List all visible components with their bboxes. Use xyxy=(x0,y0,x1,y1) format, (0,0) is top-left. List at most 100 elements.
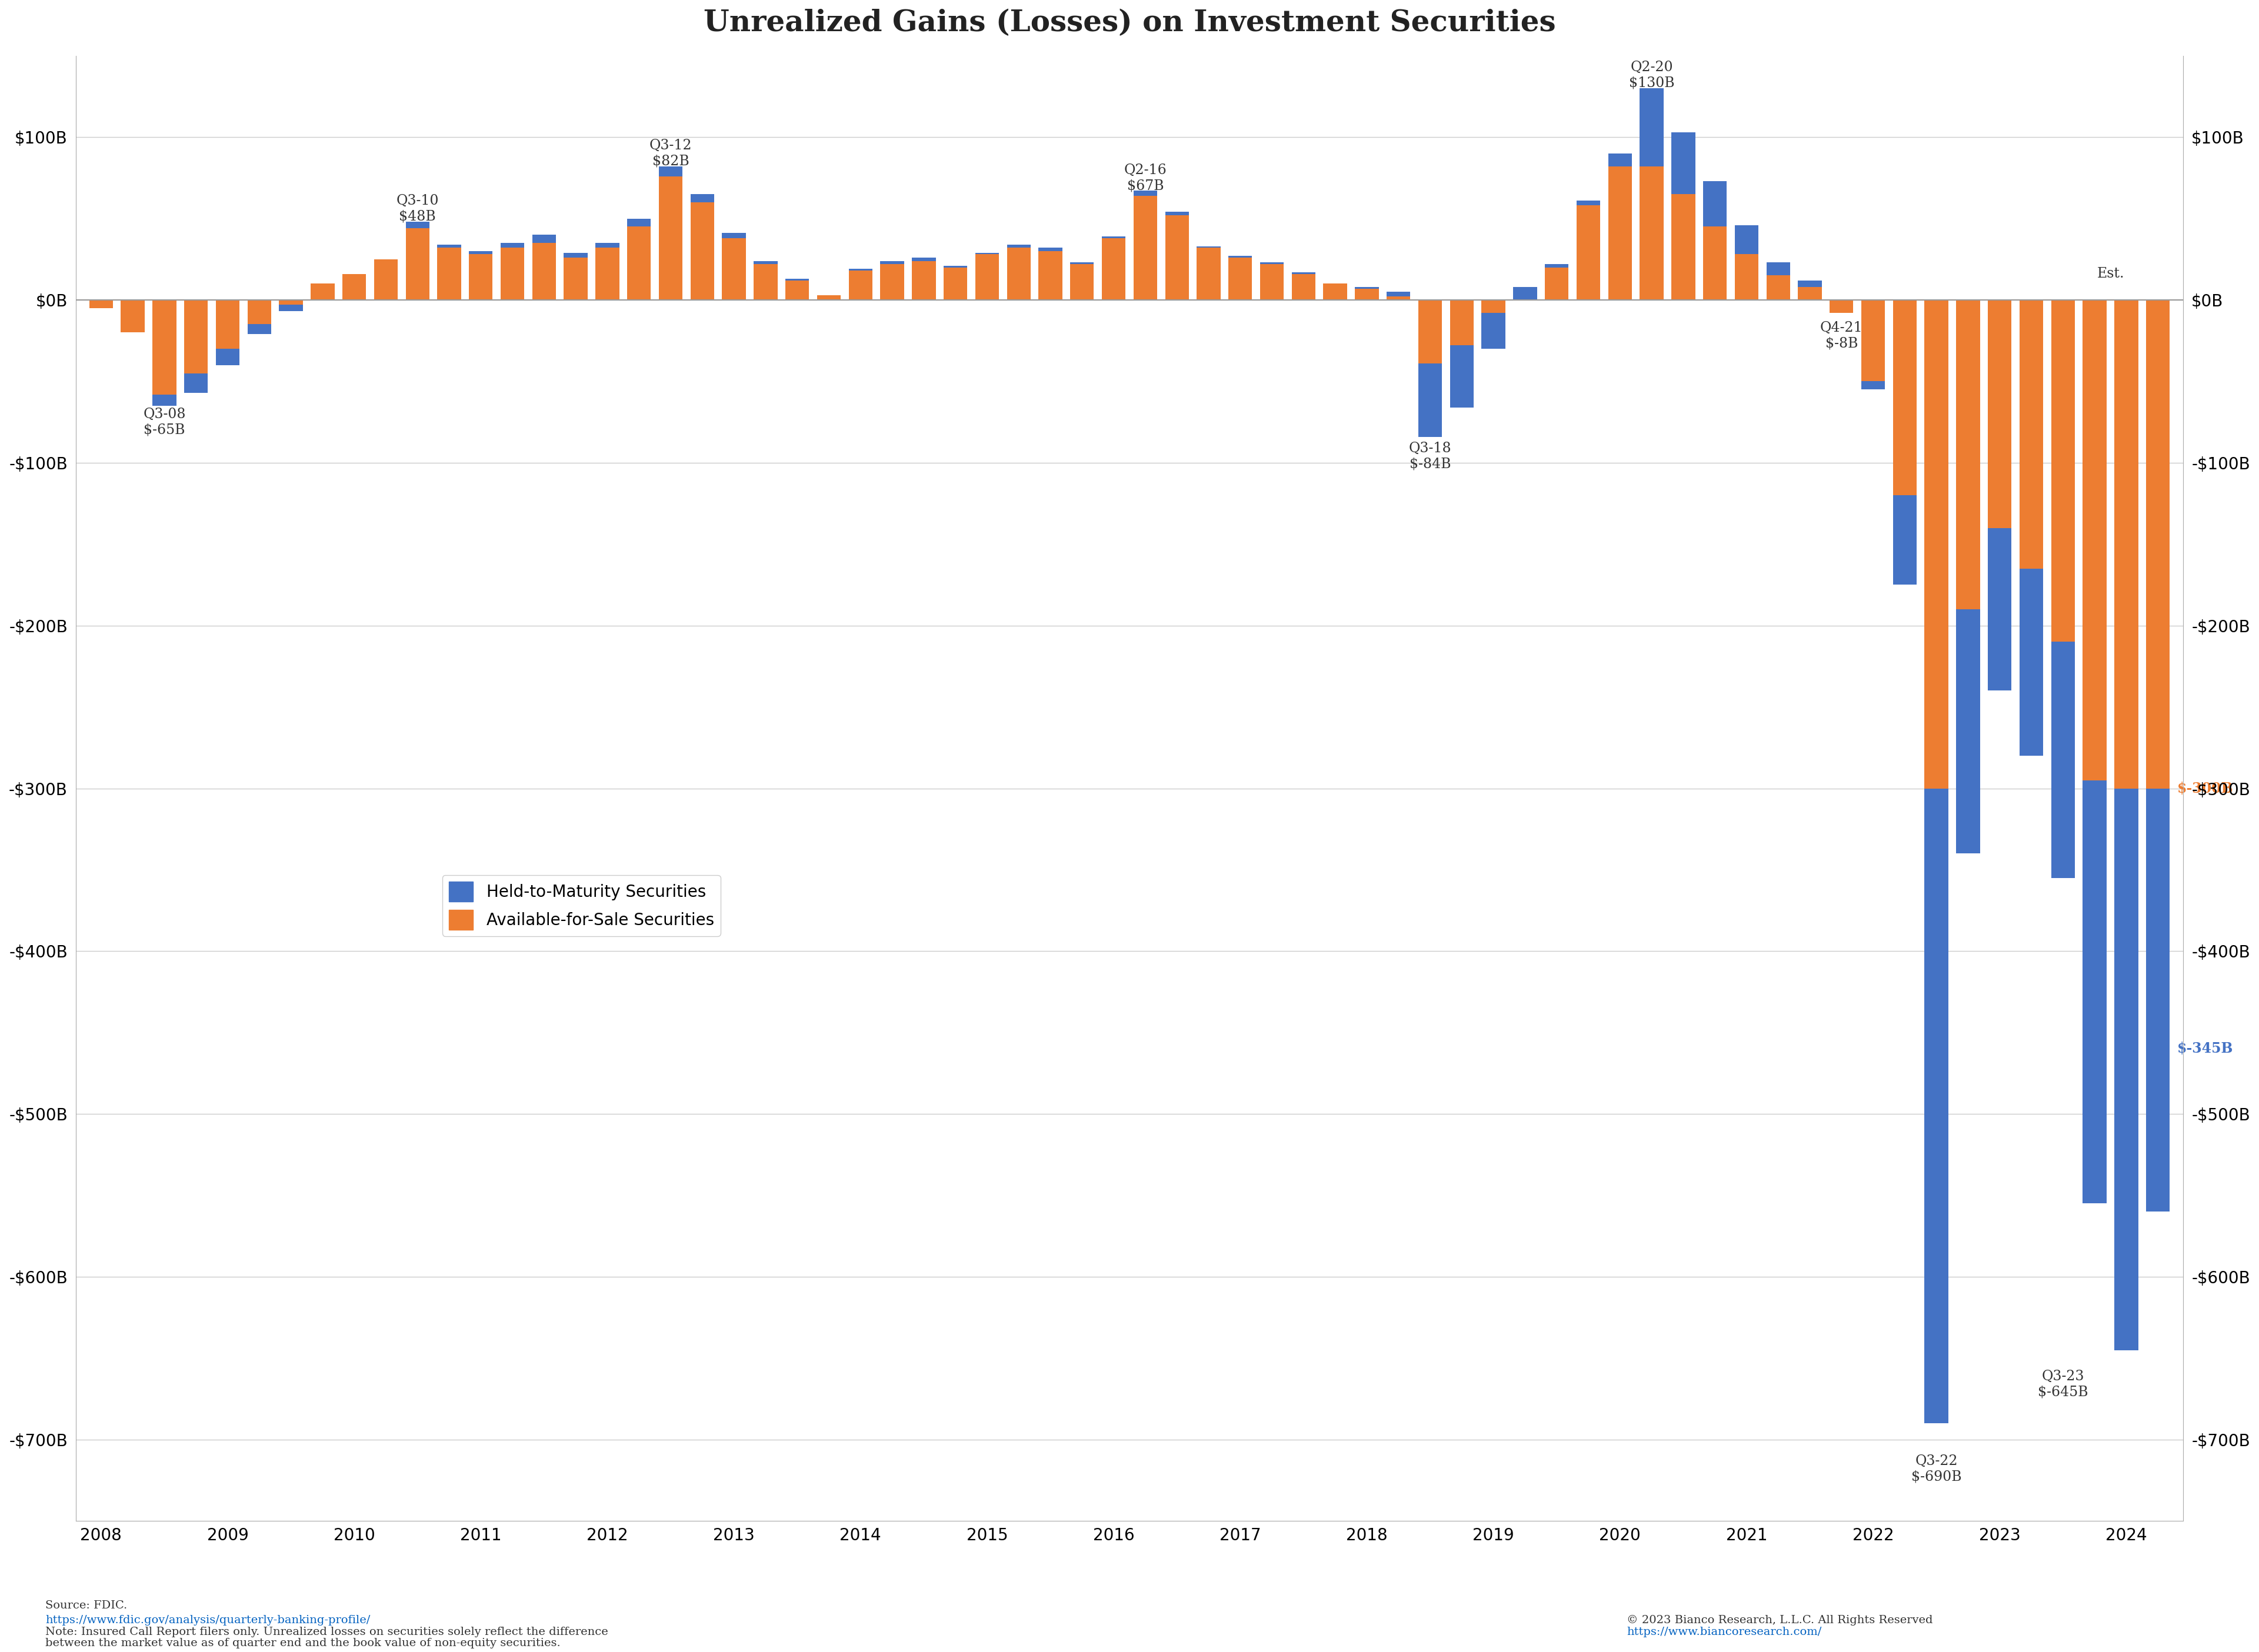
Bar xyxy=(1703,226,1726,301)
Bar xyxy=(1008,248,1030,301)
Bar xyxy=(1134,192,1157,195)
Bar xyxy=(375,259,398,301)
Bar xyxy=(1988,301,2011,529)
Bar xyxy=(1514,287,1536,301)
Bar xyxy=(1324,284,1346,301)
Bar xyxy=(1893,301,1916,496)
Bar xyxy=(2146,301,2171,788)
Bar xyxy=(1925,301,1947,788)
Bar xyxy=(2051,643,2074,877)
Bar xyxy=(1640,167,1663,301)
Bar xyxy=(1830,301,1852,312)
Bar xyxy=(1798,281,1821,287)
Bar xyxy=(470,254,492,301)
Bar xyxy=(501,248,524,301)
Bar xyxy=(596,243,619,248)
Bar xyxy=(1514,287,1536,301)
Bar xyxy=(1387,292,1410,297)
Bar xyxy=(660,167,682,177)
Bar xyxy=(2114,788,2139,1350)
Bar xyxy=(596,248,619,301)
Bar xyxy=(1482,312,1504,349)
Bar xyxy=(565,258,587,301)
Text: Q4-21
$-8B: Q4-21 $-8B xyxy=(1821,320,1864,350)
Text: $-345B: $-345B xyxy=(2178,1042,2234,1056)
Bar xyxy=(533,243,556,301)
Text: Note: Insured Call Report filers only. Unrealized losses on securities solely re: Note: Insured Call Report filers only. U… xyxy=(45,1627,608,1637)
Bar xyxy=(407,228,429,301)
Bar xyxy=(120,301,145,332)
Bar xyxy=(1197,248,1220,301)
Bar xyxy=(1229,258,1251,301)
Bar xyxy=(691,193,714,202)
Bar xyxy=(1861,301,1884,382)
Bar xyxy=(343,274,366,301)
Bar xyxy=(628,226,651,301)
Bar xyxy=(628,218,651,226)
Bar xyxy=(1166,211,1188,215)
Bar xyxy=(1355,287,1378,301)
Bar xyxy=(1292,274,1315,301)
Bar xyxy=(881,261,904,264)
Bar xyxy=(818,296,840,301)
Bar xyxy=(312,284,334,301)
Text: Q2-20
$130B: Q2-20 $130B xyxy=(1629,61,1674,89)
Bar xyxy=(723,238,745,301)
Bar xyxy=(1450,345,1473,408)
Bar xyxy=(88,301,113,307)
Bar xyxy=(1767,276,1789,301)
Bar xyxy=(1956,301,1979,610)
Bar xyxy=(2114,301,2139,788)
Bar xyxy=(976,254,998,301)
Text: Q2-16
$67B: Q2-16 $67B xyxy=(1125,164,1166,192)
Text: Q3-10
$48B: Q3-10 $48B xyxy=(395,195,438,223)
Bar xyxy=(1545,264,1568,301)
Bar xyxy=(660,177,682,301)
Bar xyxy=(723,233,745,238)
Title: Unrealized Gains (Losses) on Investment Securities: Unrealized Gains (Losses) on Investment … xyxy=(703,8,1556,38)
Bar xyxy=(1672,193,1694,301)
Text: Q3-08
$-65B: Q3-08 $-65B xyxy=(142,408,185,436)
Bar xyxy=(185,373,208,393)
Bar xyxy=(755,261,777,264)
Bar xyxy=(1735,225,1758,254)
Bar xyxy=(501,243,524,248)
Bar xyxy=(1419,363,1441,436)
Bar xyxy=(1608,167,1631,301)
Bar xyxy=(1166,215,1188,301)
Bar xyxy=(2020,301,2042,568)
Bar xyxy=(786,281,809,301)
Bar xyxy=(1798,287,1821,301)
Bar xyxy=(217,349,239,365)
Bar xyxy=(1482,301,1504,312)
Bar xyxy=(1608,154,1631,167)
Bar xyxy=(1988,529,2011,691)
Bar xyxy=(2083,301,2105,780)
Text: https://www.fdic.gov/analysis/quarterly-banking-profile/: https://www.fdic.gov/analysis/quarterly-… xyxy=(45,1616,370,1626)
Bar xyxy=(248,324,271,334)
Bar xyxy=(1545,264,1568,268)
Bar xyxy=(913,258,935,261)
Bar xyxy=(1956,610,1979,854)
Bar xyxy=(1419,301,1441,363)
Bar xyxy=(1008,244,1030,248)
Bar xyxy=(533,235,556,243)
Bar xyxy=(1861,382,1884,390)
Text: https://www.biancoresearch.com/: https://www.biancoresearch.com/ xyxy=(1626,1627,1821,1637)
Bar xyxy=(1102,238,1125,301)
Bar xyxy=(154,301,176,395)
Bar xyxy=(2020,568,2042,757)
Bar xyxy=(755,264,777,301)
Bar xyxy=(691,202,714,301)
Bar xyxy=(1039,248,1062,251)
Bar xyxy=(470,251,492,254)
Bar xyxy=(280,304,303,311)
Text: Q3-12
$82B: Q3-12 $82B xyxy=(648,139,691,169)
Bar xyxy=(1893,496,1916,585)
Bar xyxy=(565,253,587,258)
Legend: Held-to-Maturity Securities, Available-for-Sale Securities: Held-to-Maturity Securities, Available-f… xyxy=(443,876,721,937)
Bar xyxy=(2051,301,2074,643)
Bar xyxy=(1735,254,1758,301)
Bar xyxy=(438,244,461,248)
Bar xyxy=(248,301,271,324)
